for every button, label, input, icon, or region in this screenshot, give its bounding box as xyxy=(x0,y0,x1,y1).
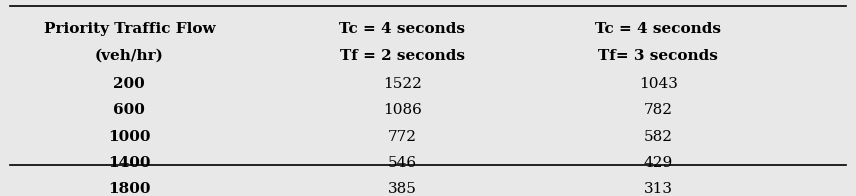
Text: Tc = 4 seconds: Tc = 4 seconds xyxy=(596,22,722,36)
Text: 546: 546 xyxy=(388,156,417,170)
Text: 313: 313 xyxy=(644,182,673,196)
Text: 772: 772 xyxy=(388,130,417,143)
Text: Tf = 2 seconds: Tf = 2 seconds xyxy=(340,49,465,63)
Text: 1086: 1086 xyxy=(383,103,422,117)
Text: 1522: 1522 xyxy=(383,77,422,91)
Text: Priority Traffic Flow: Priority Traffic Flow xyxy=(44,22,215,36)
Text: 1000: 1000 xyxy=(108,130,151,143)
Text: 1043: 1043 xyxy=(639,77,678,91)
Text: 429: 429 xyxy=(644,156,673,170)
Text: 1400: 1400 xyxy=(108,156,151,170)
Text: 782: 782 xyxy=(644,103,673,117)
Text: Tf= 3 seconds: Tf= 3 seconds xyxy=(598,49,718,63)
Text: (veh/hr): (veh/hr) xyxy=(95,49,163,63)
Text: 200: 200 xyxy=(114,77,146,91)
Text: 600: 600 xyxy=(114,103,146,117)
Text: 385: 385 xyxy=(388,182,417,196)
Text: 582: 582 xyxy=(644,130,673,143)
Text: Tc = 4 seconds: Tc = 4 seconds xyxy=(339,22,466,36)
Text: 1800: 1800 xyxy=(108,182,151,196)
